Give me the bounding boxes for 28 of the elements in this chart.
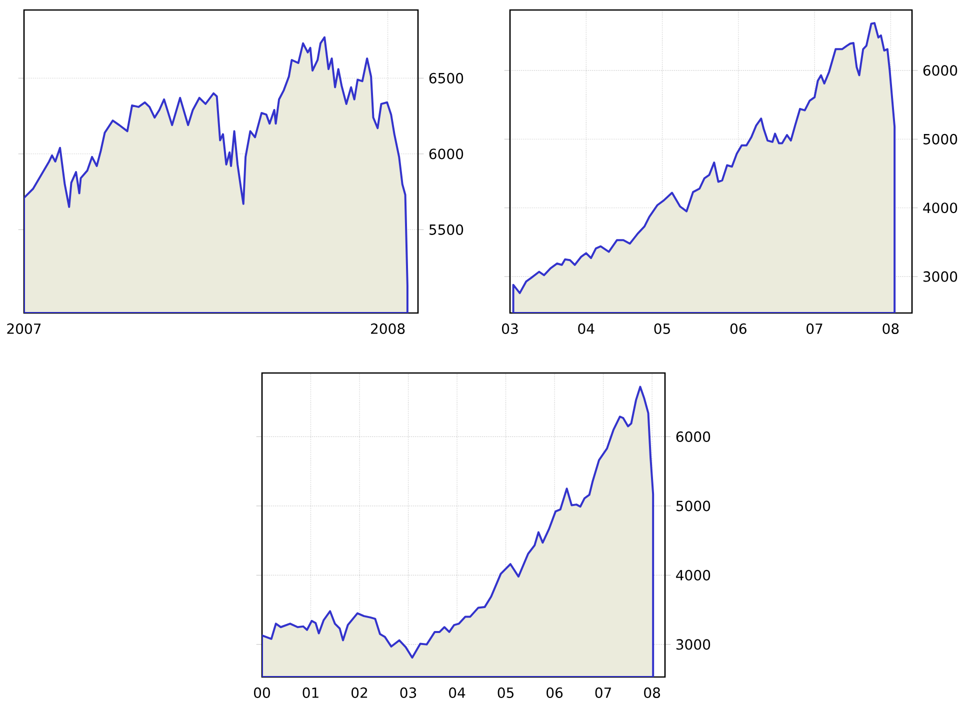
x-tick-label: 07 bbox=[806, 323, 822, 334]
x-tick-label: 08 bbox=[882, 323, 899, 334]
y-tick-label: 5000 bbox=[676, 500, 710, 512]
x-tick-label: 2007 bbox=[7, 323, 41, 334]
y-tick-label: 5000 bbox=[923, 134, 958, 144]
x-tick-label: 04 bbox=[449, 687, 466, 698]
x-tick-label: 07 bbox=[595, 687, 612, 698]
x-tick-label: 06 bbox=[546, 687, 563, 698]
y-tick-label: 4000 bbox=[923, 202, 958, 214]
x-tick-label: 01 bbox=[302, 687, 318, 698]
x-tick-label: 05 bbox=[498, 687, 514, 698]
x-tick-label: 02 bbox=[352, 687, 368, 698]
y-tick-label: 3000 bbox=[923, 271, 958, 282]
x-tick-label: 04 bbox=[578, 323, 594, 334]
x-tick-label: 00 bbox=[254, 687, 270, 698]
x-tick-label: 03 bbox=[400, 687, 416, 698]
y-tick-label: 4000 bbox=[676, 570, 710, 580]
x-tick-label: 03 bbox=[502, 323, 518, 334]
y-tick-label: 6000 bbox=[923, 65, 958, 76]
y-tick-label: 5500 bbox=[429, 224, 464, 235]
x-tick-label: 2008 bbox=[371, 323, 405, 334]
y-tick-label: 6000 bbox=[429, 148, 464, 160]
y-tick-label: 3000 bbox=[676, 639, 710, 650]
x-tick-label: 05 bbox=[654, 323, 670, 334]
y-tick-label: 6000 bbox=[676, 431, 710, 442]
y-tick-label: 6500 bbox=[429, 72, 464, 84]
x-tick-label: 06 bbox=[730, 323, 746, 334]
x-tick-label: 08 bbox=[644, 687, 660, 698]
